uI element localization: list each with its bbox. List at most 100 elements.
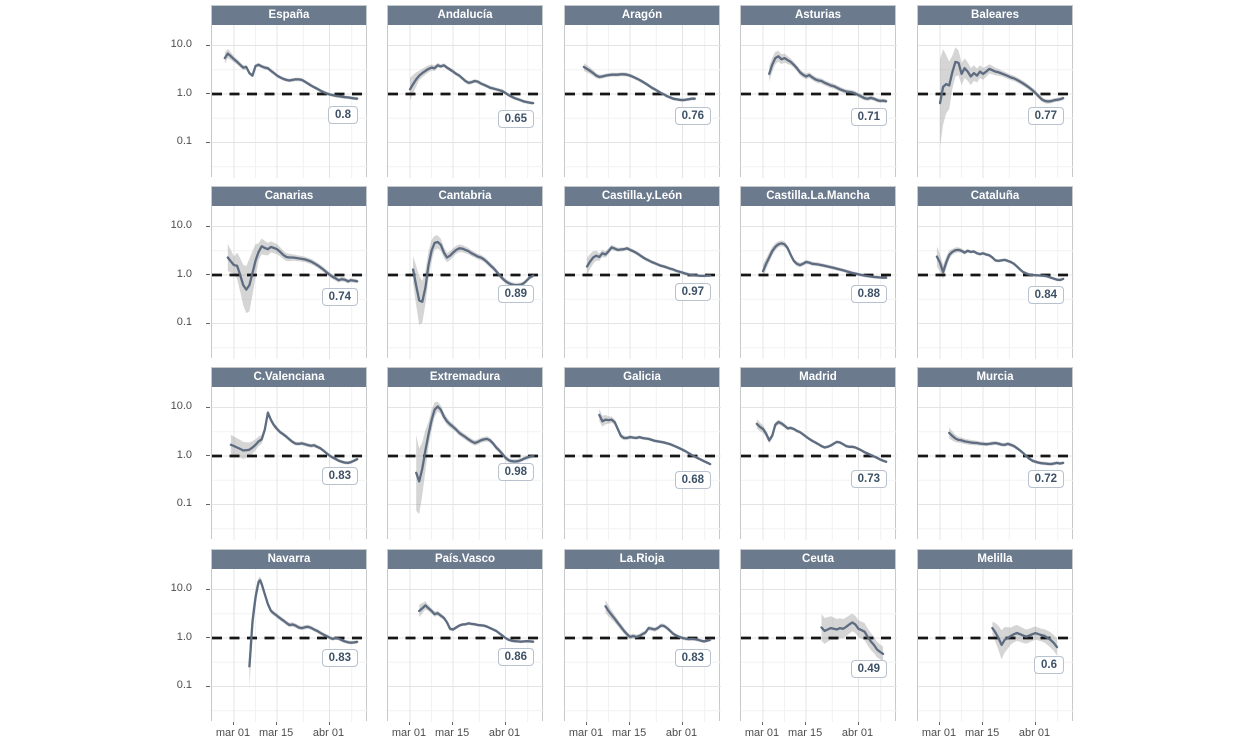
rt-estimate-line <box>820 621 885 656</box>
facet-title: La.Rioja <box>565 550 719 569</box>
y-axis-tick-mark <box>206 406 210 408</box>
facet-title: Cantabria <box>388 187 542 206</box>
r-value-badge: 0.74 <box>321 288 358 307</box>
facet-plot-svg <box>918 25 1074 178</box>
y-axis-tick-label: 10.0 <box>170 582 192 594</box>
y-axis-tick-mark <box>206 503 210 505</box>
confidence-ribbon <box>949 427 1064 466</box>
facet-title: Castilla.y.León <box>565 187 719 206</box>
rt-estimate-line <box>991 626 1059 649</box>
x-axis-tick-label: mar 01 <box>568 727 604 739</box>
y-axis-tick-label: 1.0 <box>176 267 192 280</box>
y-axis-tick-label: 0.1 <box>176 679 192 691</box>
confidence-ribbon <box>224 48 358 101</box>
r-value-badge: 0.76 <box>674 106 711 125</box>
rt-estimate-line <box>768 55 888 103</box>
confidence-ribbon <box>227 238 358 314</box>
facet-panel-c-valenciana: C.Valenciana 0.83 <box>211 367 368 540</box>
confidence-ribbon <box>940 47 1064 147</box>
facet-plot-svg <box>565 569 721 722</box>
confidence-ribbon <box>416 401 534 515</box>
y-axis-tick-label: 10.0 <box>170 400 192 412</box>
x-axis-tick-label: mar 15 <box>258 727 294 739</box>
facet-panel-catalu-a: Cataluña 0.84 <box>917 186 1074 359</box>
y-axis-tick-label: 10.0 <box>170 219 192 231</box>
facet-plot-area: 0.76 <box>565 25 721 178</box>
facet-panel-madrid: Madrid 0.73 <box>740 367 897 540</box>
y-axis-tick-mark <box>206 637 210 638</box>
facet-plot-svg <box>918 387 1074 540</box>
r-value-badge: 0.86 <box>497 648 534 667</box>
x-axis-tick-mark <box>452 722 454 725</box>
r-value-badge: 0.71 <box>850 108 887 127</box>
r-value-badge: 0.83 <box>321 466 358 485</box>
facet-title: Melilla <box>918 550 1072 569</box>
facet-plot-svg <box>212 387 368 540</box>
r-value-badge: 0.73 <box>850 469 887 488</box>
facet-plot-svg <box>741 25 897 178</box>
facet-plot-svg <box>741 569 897 722</box>
r-value-badge: 0.88 <box>850 284 887 303</box>
r-value-badge: 0.68 <box>674 471 711 490</box>
facet-title: Extremadura <box>388 368 542 387</box>
facet-plot-svg <box>565 25 721 178</box>
facet-plot-area: 0.97 <box>565 206 721 359</box>
facet-panel-extremadura: Extremadura 0.98 <box>387 367 544 540</box>
x-axis-tick-mark <box>629 722 631 725</box>
confidence-ribbon <box>763 240 887 280</box>
r-value-badge: 0.65 <box>497 110 534 129</box>
x-axis-tick-mark <box>805 722 807 725</box>
facet-plot-area: 0.83 <box>212 387 368 540</box>
facet-title: España <box>212 6 366 25</box>
facet-plot-area: 0.88 <box>741 206 897 359</box>
rt-estimate-line <box>755 420 888 463</box>
facet-plot-area: 0.49 <box>741 569 897 722</box>
facet-plot-svg <box>741 387 897 540</box>
facet-panel-castilla-la-mancha: Castilla.La.Mancha 0.88 <box>740 186 897 359</box>
facet-panel-ceuta: Ceuta 0.49 <box>740 549 897 722</box>
r-value-badge: 0.84 <box>1027 285 1064 304</box>
confidence-ribbon <box>583 63 695 102</box>
x-axis-tick-label: abr 01 <box>312 727 345 739</box>
facet-panel-murcia: Murcia 0.72 <box>917 367 1074 540</box>
facet-title: Baleares <box>918 6 1072 25</box>
rt-estimate-line <box>604 605 712 643</box>
facet-plot-area: 0.71 <box>741 25 897 178</box>
facet-plot-area: 0.83 <box>565 569 721 722</box>
facet-plot-area: 0.84 <box>918 206 1074 359</box>
x-axis-tick-label: abr 01 <box>1018 727 1051 739</box>
x-axis-tick-label: mar 15 <box>964 727 1000 739</box>
confidence-ribbon <box>992 621 1057 660</box>
facet-plot-svg <box>741 206 897 359</box>
facet-title: Andalucía <box>388 6 542 25</box>
y-axis-tick-label: 1.0 <box>176 630 192 643</box>
facet-plot-area: 0.83 <box>212 569 368 722</box>
facet-panel-espa-a: España 0.8 <box>211 5 368 178</box>
y-axis-tick-mark <box>206 685 210 687</box>
r-value-badge: 0.83 <box>321 648 358 667</box>
facet-title: Ceuta <box>741 550 895 569</box>
y-axis-tick-label: 0.1 <box>176 135 192 147</box>
x-axis-tick-label: mar 15 <box>611 727 647 739</box>
x-axis-tick-mark <box>857 722 859 725</box>
r-value-badge: 0.83 <box>674 648 711 667</box>
r-value-badge: 0.8 <box>328 105 358 124</box>
facet-plot-area: 0.98 <box>388 387 544 540</box>
facet-title: Aragón <box>565 6 719 25</box>
facet-title: Asturias <box>741 6 895 25</box>
facet-plot-area: 0.72 <box>918 387 1074 540</box>
r-value-badge: 0.77 <box>1027 106 1064 125</box>
facet-panel-cantabria: Cantabria 0.89 <box>387 186 544 359</box>
facet-title: Castilla.La.Mancha <box>741 187 895 206</box>
x-axis-tick-mark <box>233 722 234 725</box>
rt-estimate-line <box>408 64 535 105</box>
y-axis-tick-mark <box>206 455 210 456</box>
x-axis-tick-mark <box>939 722 940 725</box>
r-value-badge: 0.98 <box>497 463 534 482</box>
rt-estimate-line <box>948 431 1065 466</box>
r-value-badge: 0.89 <box>497 284 534 303</box>
facet-plot-area: 0.89 <box>388 206 544 359</box>
y-axis-tick-label: 10.0 <box>170 38 192 50</box>
x-axis-tick-mark <box>1034 722 1036 725</box>
facet-panel-arag-n: Aragón 0.76 <box>564 5 721 178</box>
